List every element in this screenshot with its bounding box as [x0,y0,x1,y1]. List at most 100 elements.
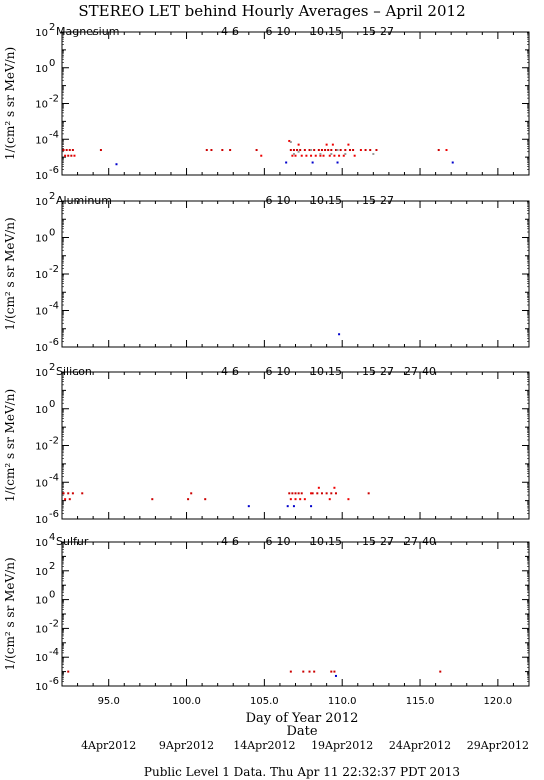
data-point [320,492,323,495]
data-point [294,154,297,157]
y-tick-label: 10 [35,100,48,111]
data-point [81,492,84,495]
data-point [314,154,317,157]
data-point [187,498,190,501]
legend-entry: 6-10 [266,194,291,207]
data-point [303,498,306,501]
data-point [297,150,300,153]
data-point [65,149,68,152]
data-point [67,670,70,673]
data-point [313,670,316,673]
data-point [334,674,337,677]
y-tick-label: 10 [35,515,48,526]
legend-entry: 27-40 [404,365,436,378]
legend-entry: 10-15 [310,25,342,38]
data-point [67,492,70,495]
y-tick-exponent: -2 [49,618,59,629]
data-point [338,154,341,157]
data-point [330,492,333,495]
data-point [338,333,341,336]
data-point [325,492,328,495]
data-point [347,143,350,146]
data-point [310,154,313,157]
x-axis-sublabel: Date [286,724,317,739]
data-point [336,161,339,164]
date-label: 24Apr2012 [389,739,451,752]
legend-entry: 6-10 [266,365,291,378]
x-axis-label: Day of Year 2012 [246,711,359,726]
data-point [311,161,314,164]
legend-entry: 6-10 [266,25,291,38]
data-point [292,505,295,508]
plot-frame [61,31,530,176]
data-point [68,498,71,501]
legend-entry: 10-15 [310,365,342,378]
data-point [299,149,302,152]
data-point [296,149,299,152]
data-point [292,152,295,155]
plot-frame [61,200,530,348]
data-point [333,154,336,157]
date-label: 29Apr2012 [467,739,529,752]
y-tick-exponent: -2 [49,94,59,105]
y-tick-exponent: 4 [49,532,55,543]
date-label: 14Apr2012 [233,739,295,752]
plot-frame [61,371,530,520]
data-point [289,670,292,673]
data-point [292,149,295,152]
data-point [205,149,208,152]
panel-sulfur: 95.0 100.0 105.0 110.0 115.0 120.010410210010… [3,532,530,707]
y-tick-label: 10 [35,135,48,146]
data-point [313,149,316,152]
y-tick-exponent: 2 [49,191,55,202]
y-tick-exponent: -2 [49,264,59,275]
x-tick-label: 100.0 [172,696,201,707]
data-point [308,670,311,673]
data-point [291,492,294,495]
legend-entry: 10-15 [310,194,342,207]
data-point [294,492,297,495]
y-tick-exponent: 2 [49,22,55,33]
y-tick-exponent: 0 [49,590,55,601]
data-point [302,670,305,673]
legend-entry: 10-15 [310,535,342,548]
data-point [437,149,440,152]
data-point [328,498,331,501]
panel-label: Silicon [56,365,92,378]
y-tick-exponent: 0 [49,399,55,410]
y-tick-label: 10 [35,624,48,635]
data-point [190,492,193,495]
footer-text: Public Level 1 Data. Thu Apr 11 22:32:37… [144,765,460,779]
data-point [289,149,292,152]
data-point [348,149,351,152]
y-tick-label: 10 [35,596,48,607]
x-tick-label: 95.0 [98,696,120,707]
date-label: 4Apr2012 [81,739,136,752]
y-tick-label: 10 [35,442,48,453]
y-tick-exponent: -4 [49,472,59,483]
data-point [320,149,323,152]
y-tick-exponent: -4 [49,301,59,312]
data-point [317,486,320,489]
data-point [344,149,347,152]
y-tick-label: 10 [35,28,48,39]
data-point [339,149,342,152]
data-point [151,498,154,501]
data-point [62,149,65,152]
data-point [300,154,303,157]
y-tick-label: 10 [35,653,48,664]
data-point [247,505,250,508]
panel-label: Aluminum [56,194,112,207]
data-point [291,154,294,157]
y-tick-label: 10 [35,171,48,182]
data-point [316,492,319,495]
data-point [64,498,67,501]
legend-entry: 6-10 [266,535,291,548]
data-point [294,498,297,501]
data-point [364,149,367,152]
data-point [297,492,300,495]
data-point [62,492,65,495]
